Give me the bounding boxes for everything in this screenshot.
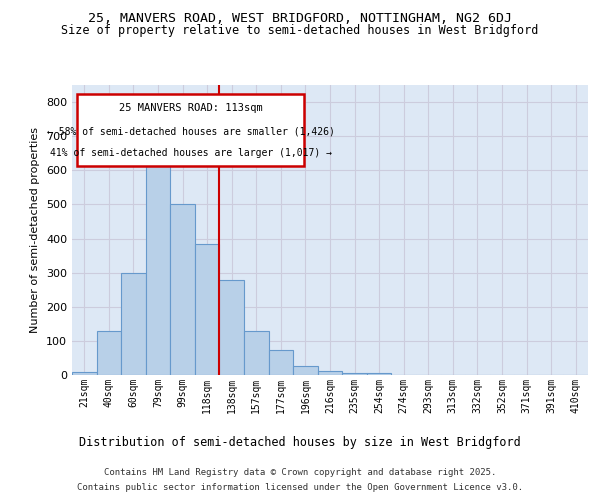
Text: Distribution of semi-detached houses by size in West Bridgford: Distribution of semi-detached houses by … <box>79 436 521 449</box>
Bar <box>342 373 367 375</box>
Bar <box>146 158 170 375</box>
Text: 41% of semi-detached houses are larger (1,017) →: 41% of semi-detached houses are larger (… <box>50 148 332 158</box>
Bar <box>318 371 342 375</box>
Text: Contains HM Land Registry data © Crown copyright and database right 2025.: Contains HM Land Registry data © Crown c… <box>104 468 496 477</box>
Bar <box>220 280 244 375</box>
Bar <box>72 372 97 375</box>
Text: ← 58% of semi-detached houses are smaller (1,426): ← 58% of semi-detached houses are smalle… <box>47 126 335 136</box>
Text: 25 MANVERS ROAD: 113sqm: 25 MANVERS ROAD: 113sqm <box>119 103 263 113</box>
Text: Contains public sector information licensed under the Open Government Licence v3: Contains public sector information licen… <box>77 483 523 492</box>
Text: 25, MANVERS ROAD, WEST BRIDGFORD, NOTTINGHAM, NG2 6DJ: 25, MANVERS ROAD, WEST BRIDGFORD, NOTTIN… <box>88 12 512 26</box>
Bar <box>269 350 293 375</box>
Text: Size of property relative to semi-detached houses in West Bridgford: Size of property relative to semi-detach… <box>61 24 539 37</box>
FancyBboxPatch shape <box>77 94 304 166</box>
Bar <box>195 244 220 375</box>
Bar <box>367 374 391 375</box>
Bar <box>244 330 269 375</box>
Bar <box>293 366 318 375</box>
Bar <box>97 332 121 375</box>
Y-axis label: Number of semi-detached properties: Number of semi-detached properties <box>31 127 40 333</box>
Bar <box>121 272 146 375</box>
Bar <box>170 204 195 375</box>
